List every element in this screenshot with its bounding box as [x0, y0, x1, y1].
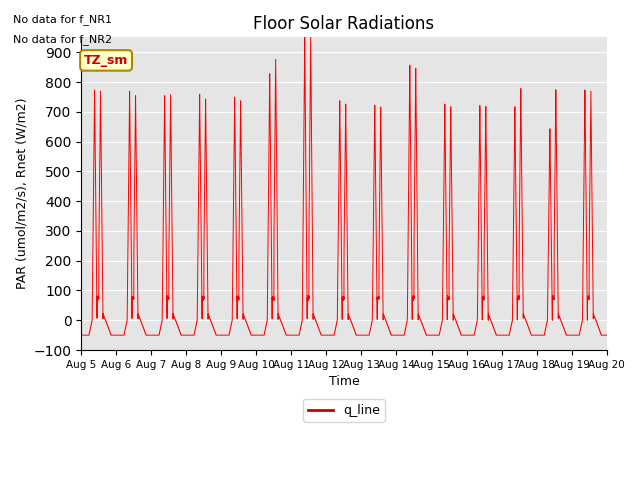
Y-axis label: PAR (umol/m2/s), Rnet (W/m2): PAR (umol/m2/s), Rnet (W/m2)	[15, 98, 28, 289]
Text: No data for f_NR2: No data for f_NR2	[13, 34, 112, 45]
Title: Floor Solar Radiations: Floor Solar Radiations	[253, 15, 435, 33]
Legend: q_line: q_line	[303, 399, 385, 422]
Text: No data for f_NR1: No data for f_NR1	[13, 14, 112, 25]
Text: TZ_sm: TZ_sm	[84, 54, 128, 67]
X-axis label: Time: Time	[328, 375, 359, 388]
